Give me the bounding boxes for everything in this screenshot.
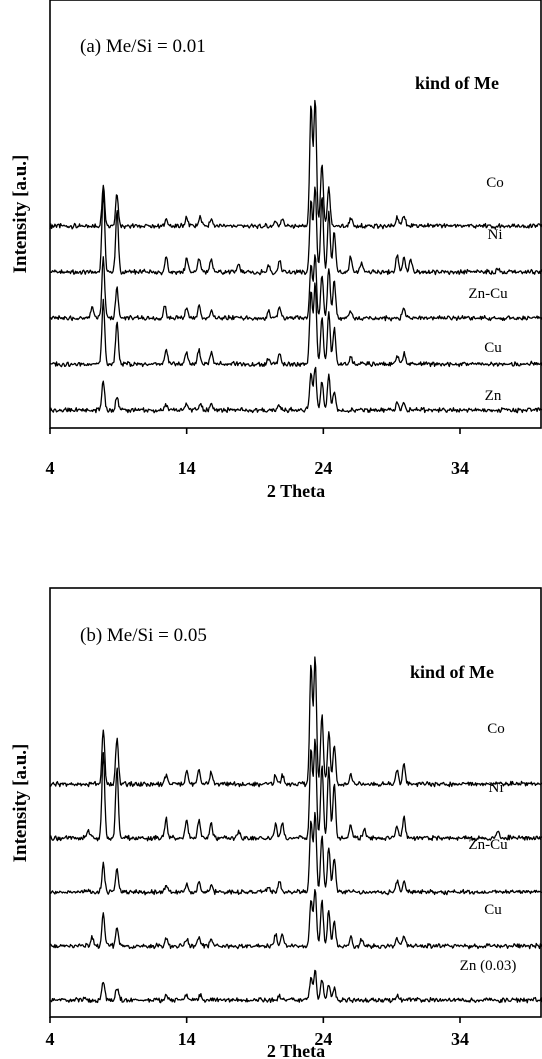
y-axis-title: Intensity [a.u.] [10,744,31,863]
series-line-zn-0-03- [49,969,542,1004]
series-line-co [49,656,542,788]
y-axis-title: Intensity [a.u.] [10,155,31,274]
x-tick-label: 24 [314,1029,332,1049]
x-tick-label: 14 [178,1029,196,1049]
series-line-zn [49,366,542,414]
x-axis-title: 2 Theta [267,1041,325,1059]
series-line-ni [49,186,542,276]
series-label: Cu [484,902,502,918]
plot-frame [49,0,542,429]
series-line-co [49,99,542,230]
series-line-cu [49,889,542,950]
series-label: Ni [489,780,504,796]
series-label: Co [486,175,504,191]
series-label: Co [487,721,505,737]
legend-title: kind of Me [415,73,499,93]
x-tick-label: 14 [178,458,196,478]
x-axis-title: 2 Theta [267,481,325,501]
series-label: Zn-Cu [468,837,508,853]
series-line-ni [49,738,542,842]
plot-frame [49,587,542,1018]
series-label: Ni [488,227,503,243]
series-label: Zn [485,388,502,404]
series-label: Zn-Cu [468,286,508,302]
x-tick-label: 34 [451,458,469,478]
panel-title: (a) Me/Si = 0.01 [80,36,206,57]
series-line-zn-cu [49,811,542,896]
series-line-zn-cu [49,254,542,322]
series-label: Zn (0.03) [460,958,517,974]
x-tick-label: 4 [46,1029,55,1049]
x-tick-label: 4 [46,458,55,478]
panel-title: (b) Me/Si = 0.05 [80,625,207,646]
legend-title: kind of Me [410,662,494,682]
series-line-cu [49,282,542,368]
x-tick-label: 34 [451,1029,469,1049]
x-tick-label: 24 [314,458,332,478]
series-label: Cu [484,340,502,356]
